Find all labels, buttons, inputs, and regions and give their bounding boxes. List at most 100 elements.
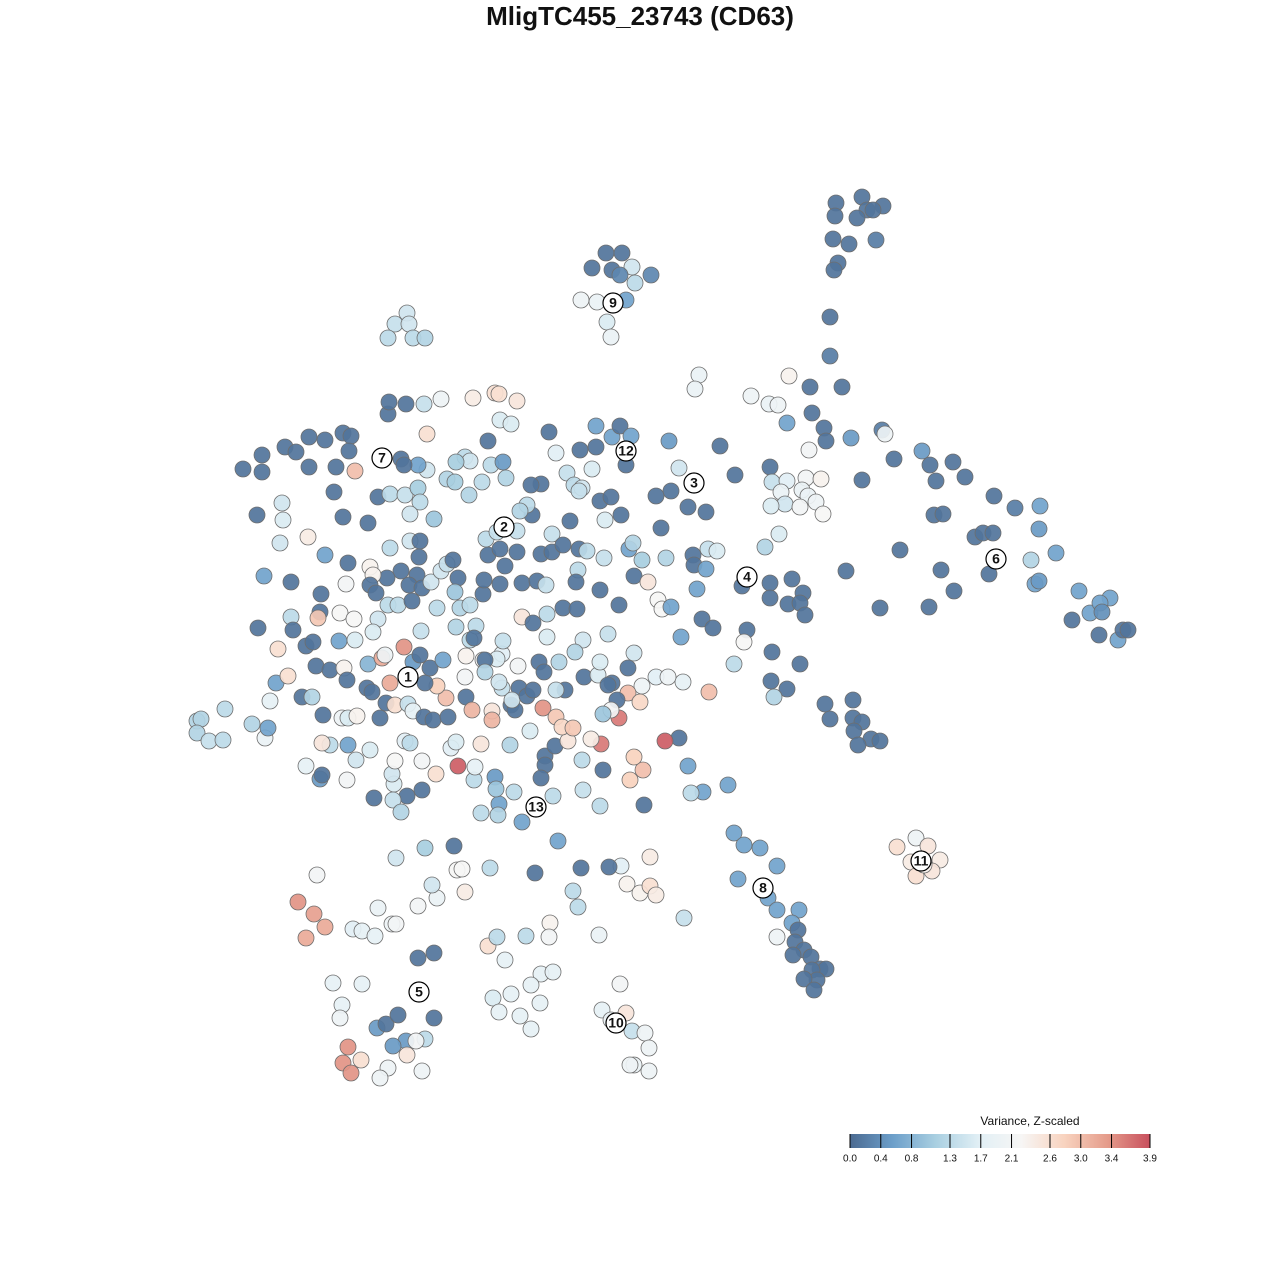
point bbox=[484, 989, 502, 1007]
point bbox=[255, 567, 273, 585]
point bbox=[756, 538, 774, 556]
point bbox=[313, 766, 331, 784]
point bbox=[544, 787, 562, 805]
point bbox=[594, 705, 612, 723]
point bbox=[1070, 582, 1088, 600]
point bbox=[591, 797, 609, 815]
cluster-marker bbox=[910, 850, 932, 872]
point bbox=[610, 596, 628, 614]
point bbox=[920, 598, 938, 616]
point bbox=[346, 631, 364, 649]
point bbox=[566, 643, 584, 661]
point bbox=[674, 673, 692, 691]
point bbox=[305, 905, 323, 923]
point bbox=[805, 981, 823, 999]
point bbox=[346, 462, 364, 480]
point bbox=[439, 708, 457, 726]
point bbox=[876, 425, 894, 443]
point bbox=[476, 663, 494, 681]
point bbox=[392, 562, 410, 580]
point bbox=[675, 909, 693, 927]
colorbar-tick-label: 0.0 bbox=[843, 1154, 857, 1165]
point bbox=[392, 803, 410, 821]
point bbox=[871, 732, 889, 750]
point bbox=[599, 625, 617, 643]
point bbox=[422, 573, 440, 591]
point bbox=[517, 927, 535, 945]
point bbox=[330, 632, 348, 650]
point bbox=[300, 458, 318, 476]
point bbox=[803, 404, 821, 422]
point bbox=[544, 963, 562, 981]
point bbox=[570, 482, 588, 500]
point bbox=[591, 581, 609, 599]
point bbox=[596, 511, 614, 529]
point bbox=[700, 683, 718, 701]
point bbox=[795, 970, 813, 988]
point bbox=[547, 681, 565, 699]
point bbox=[595, 549, 613, 567]
cluster-label: 1 bbox=[404, 669, 412, 685]
point bbox=[413, 781, 431, 799]
point bbox=[364, 623, 382, 641]
cluster-marker bbox=[605, 1012, 627, 1034]
point bbox=[729, 870, 747, 888]
point bbox=[768, 901, 786, 919]
point bbox=[446, 473, 464, 491]
point bbox=[633, 551, 651, 569]
point bbox=[456, 668, 474, 686]
point bbox=[686, 380, 704, 398]
point bbox=[407, 1032, 425, 1050]
point bbox=[412, 622, 430, 640]
point bbox=[600, 858, 618, 876]
point bbox=[313, 734, 331, 752]
point bbox=[261, 692, 279, 710]
cluster-label: 8 bbox=[759, 880, 767, 896]
point bbox=[447, 453, 465, 471]
point bbox=[347, 751, 365, 769]
cluster-marker bbox=[408, 981, 430, 1003]
point bbox=[371, 1069, 389, 1087]
point bbox=[1030, 520, 1048, 538]
point bbox=[613, 244, 631, 262]
point bbox=[453, 860, 471, 878]
point bbox=[249, 619, 267, 637]
point bbox=[401, 505, 419, 523]
point bbox=[466, 758, 484, 776]
colorbar-tick-label: 1.3 bbox=[943, 1154, 957, 1165]
point bbox=[389, 596, 407, 614]
colorbar-tick-label: 0.8 bbox=[905, 1154, 919, 1165]
point bbox=[365, 789, 383, 807]
point bbox=[444, 551, 462, 569]
point bbox=[840, 235, 858, 253]
point bbox=[248, 506, 266, 524]
point bbox=[409, 897, 427, 915]
point bbox=[284, 621, 302, 639]
point bbox=[537, 576, 555, 594]
point bbox=[421, 659, 439, 677]
point bbox=[549, 832, 567, 850]
point bbox=[611, 417, 629, 435]
point bbox=[864, 201, 882, 219]
cluster-label: 3 bbox=[690, 475, 698, 491]
point bbox=[564, 882, 582, 900]
point bbox=[259, 719, 277, 737]
cluster-marker bbox=[985, 548, 1007, 570]
point bbox=[425, 1009, 443, 1027]
point bbox=[635, 796, 653, 814]
point bbox=[312, 585, 330, 603]
point bbox=[550, 653, 568, 671]
point bbox=[633, 677, 651, 695]
point bbox=[380, 393, 398, 411]
point bbox=[369, 899, 387, 917]
point bbox=[623, 258, 641, 276]
point bbox=[345, 610, 363, 628]
point bbox=[424, 711, 442, 729]
cluster-marker bbox=[752, 877, 774, 899]
point bbox=[337, 575, 355, 593]
point bbox=[1031, 497, 1049, 515]
point bbox=[496, 557, 514, 575]
cluster-marker bbox=[397, 666, 419, 688]
point bbox=[304, 633, 322, 651]
point bbox=[339, 736, 357, 754]
